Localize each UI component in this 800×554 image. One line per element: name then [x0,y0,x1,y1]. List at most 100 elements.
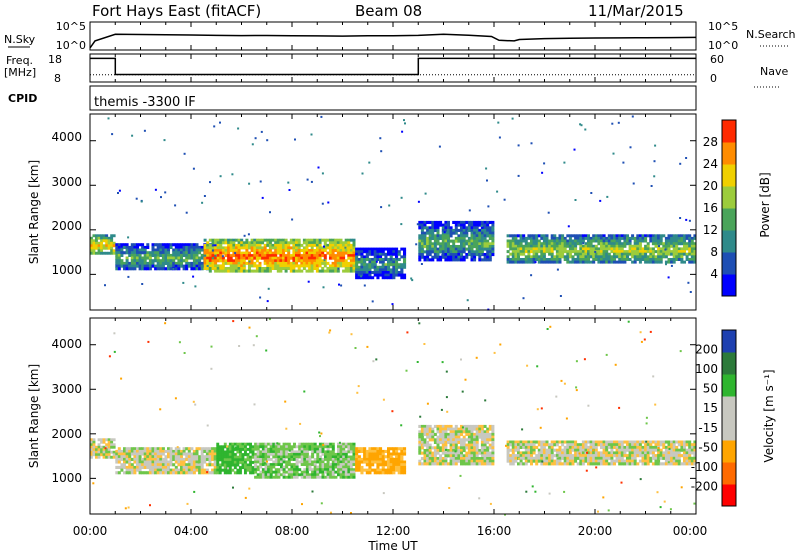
velocity-cell-2 [223,458,227,462]
velocity-cell-5 [454,424,458,428]
velocity-cell-6 [568,456,572,460]
velocity-cell-6 [657,462,661,466]
power-cell-5 [638,234,642,238]
power-cell-2 [334,241,338,245]
velocity-cell-6 [610,462,614,466]
power-cell-2 [268,264,272,268]
velocity-cell-6 [672,459,676,463]
power-cell-2 [284,256,288,260]
power-cell-5 [670,258,674,261]
station-title: Fort Hays East (fitACF) [92,2,261,20]
velocity-cell-4 [400,463,404,467]
power-cell-4 [486,231,490,235]
power-cell-2 [255,264,259,268]
power-cell-4 [441,247,445,251]
velocity-cell-6 [644,454,648,458]
power-cell-4 [483,223,487,227]
velocity-cell-6 [558,454,562,458]
power-cell-5 [506,234,510,238]
velocity-cell-4 [371,460,375,464]
power-cell-5 [553,260,557,264]
velocity-cell-5 [483,443,487,447]
power-cell-5 [555,244,559,248]
velocity-cell-1 [205,447,209,451]
power-cell-3 [360,271,364,274]
power-cell-5 [581,244,585,248]
power-cell-1 [141,261,145,265]
power-cell-5 [542,255,546,259]
power-cell-2 [329,269,332,273]
velocity-cell-0 [92,448,96,452]
velocity-cell-2 [233,455,237,459]
power-cell-5 [623,234,627,238]
power-cell-2 [227,259,231,263]
velocity-cell-6 [561,454,565,458]
power-speckle [582,242,585,245]
power-cell-4 [486,242,490,246]
power-cell-5 [602,236,606,240]
power-cell-2 [227,256,231,260]
power-cell-1 [190,248,194,252]
velocity-cell-6 [574,440,578,444]
velocity-cell-1 [117,452,121,456]
velocity-cell-5 [431,446,435,450]
power-cell-2 [313,251,317,255]
power-cell-2 [279,261,283,265]
velocity-cell-6 [651,456,655,460]
power-speckle [654,144,657,147]
velocity-cell-3 [349,455,353,459]
power-cell-5 [563,250,567,254]
power-cell-1 [146,256,150,260]
power-cell-2 [240,246,244,250]
power-cell-2 [331,249,335,252]
power-cell-4 [460,223,463,227]
velocity-cell-5 [473,443,477,447]
power-colorbar-swatch [722,142,736,165]
power-cell-5 [509,260,513,264]
velocity-cell-5 [465,451,469,455]
velocity-cell-6 [613,462,616,466]
velocity-cell-3 [290,455,294,459]
power-speckle [375,260,378,263]
velocity-cell-4 [387,460,391,464]
velocity-speckle [426,402,429,405]
velocity-speckle [329,329,332,332]
noise-right-tick-bottom: 10^0 [708,39,738,52]
velocity-cell-0 [97,448,101,452]
velocity-cell-4 [400,465,404,469]
velocity-cell-0 [95,453,98,457]
power-cell-5 [558,247,562,251]
velocity-cell-4 [397,463,401,467]
power-cell-2 [255,267,259,270]
power-cell-5 [626,252,629,256]
velocity-cell-1 [128,447,132,451]
power-cell-3 [387,265,391,269]
power-cell-2 [347,264,351,268]
power-cell-4 [470,253,474,257]
power-speckle [234,252,237,255]
velocity-cell-2 [223,445,227,449]
power-cell-3 [368,271,372,274]
velocity-cell-5 [454,438,458,442]
velocity-cell-0 [90,443,93,447]
velocity-cell-6 [568,454,572,458]
velocity-cell-3 [256,473,260,477]
power-cell-3 [373,263,377,267]
power-cell-4 [470,247,474,251]
velocity-cell-6 [680,448,684,452]
velocity-cell-1 [167,463,170,467]
velocity-speckle [578,452,581,455]
power-cell-1 [180,251,183,255]
power-cell-4 [449,253,453,257]
power-cell-2 [255,251,259,255]
velocity-cell-4 [381,468,385,472]
velocity-cell-5 [418,432,422,436]
power-cell-2 [310,261,314,265]
velocity-cell-6 [646,445,650,449]
power-cell-4 [467,236,471,240]
power-cell-2 [214,246,218,250]
power-cell-5 [548,244,552,248]
velocity-cell-2 [239,445,242,449]
velocity-cell-1 [133,460,137,464]
velocity-cell-2 [249,442,252,446]
